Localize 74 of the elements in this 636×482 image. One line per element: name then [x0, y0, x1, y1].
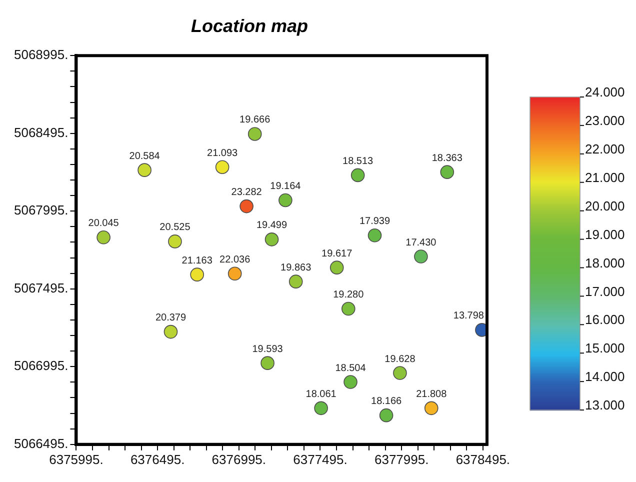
annotation: 18.363: [432, 152, 463, 164]
point: [314, 401, 328, 416]
color-bar-label: 13.000: [585, 398, 625, 413]
point: [440, 165, 454, 179]
point: [190, 268, 204, 282]
point: [350, 168, 365, 182]
x-tick-label: 6377995.: [374, 452, 429, 467]
color-bar-label: 22.000: [585, 141, 625, 156]
color-bar-label: 24.000: [585, 84, 625, 100]
annotation: 18.166: [371, 396, 402, 408]
annotation: 19.164: [270, 180, 302, 192]
annotation: 18.061: [306, 388, 337, 400]
y-tick-label: 5066495.: [14, 436, 68, 451]
point: [330, 260, 344, 274]
x-tick-label: 6376495.: [130, 452, 185, 467]
annotation: 21.808: [416, 388, 448, 400]
annotation: 21.093: [207, 148, 238, 159]
annotation: 13.798: [453, 310, 484, 322]
color-bar-label: 18.000: [585, 255, 625, 270]
x-tick-label: 6377495.: [293, 452, 348, 467]
annotation: 23.282: [231, 187, 262, 198]
annotation: 19.617: [322, 248, 353, 260]
color-bar-label: 16.000: [585, 312, 625, 328]
x-tick-label: 6376995.: [212, 452, 266, 467]
x-tick-label: 6378495.: [456, 452, 510, 467]
annotation: 19.628: [384, 354, 416, 365]
annotation: 19.666: [240, 114, 271, 126]
chart-title: Location map: [190, 16, 308, 36]
annotation: 20.045: [88, 218, 120, 230]
y-tick-label: 5067495.: [14, 280, 68, 296]
point: [379, 408, 394, 422]
y-tick-label: 5067995.: [14, 202, 68, 218]
annotation: 19.863: [280, 262, 312, 274]
annotation: 20.379: [155, 312, 186, 324]
point: [278, 193, 292, 208]
color-bar-label: 20.000: [585, 198, 625, 214]
annotation: 17.430: [406, 237, 437, 248]
color-bar-label: 15.000: [585, 340, 625, 356]
point: [368, 228, 382, 242]
point: [414, 250, 428, 264]
annotation: 20.525: [160, 222, 191, 234]
y-tick-label: 5066995.: [14, 358, 68, 374]
point: [168, 234, 182, 248]
color-bar-label: 14.000: [585, 369, 625, 384]
point: [344, 375, 358, 389]
color-bar-label: 23.000: [585, 113, 625, 128]
point: [164, 324, 178, 339]
color-bar-label: 17.000: [585, 284, 625, 299]
annotation: 18.513: [342, 156, 374, 167]
point: [393, 366, 407, 380]
y-tick-label: 5068995.: [14, 47, 68, 62]
annotation: 21.163: [182, 255, 213, 266]
color-bar-label: 21.000: [585, 170, 625, 185]
annotation: 22.036: [220, 254, 251, 266]
point: [138, 163, 152, 177]
point: [96, 230, 110, 244]
point: [240, 199, 254, 214]
x-tick-label: 6375995.: [49, 452, 104, 467]
point: [260, 356, 274, 370]
annotation: 19.499: [256, 220, 288, 232]
point: [264, 232, 279, 246]
point: [288, 274, 303, 288]
point: [228, 266, 242, 281]
point: [424, 401, 438, 416]
annotation: 20.584: [129, 150, 160, 162]
point: [341, 302, 356, 316]
point: [215, 160, 230, 174]
color-bar-label: 19.000: [585, 226, 625, 242]
annotation: 19.593: [252, 344, 284, 355]
annotation: 17.939: [359, 216, 390, 228]
y-tick-label: 5068495.: [14, 124, 68, 140]
point: [248, 127, 262, 141]
annotation: 19.280: [333, 290, 364, 301]
annotation: 18.504: [335, 362, 366, 374]
